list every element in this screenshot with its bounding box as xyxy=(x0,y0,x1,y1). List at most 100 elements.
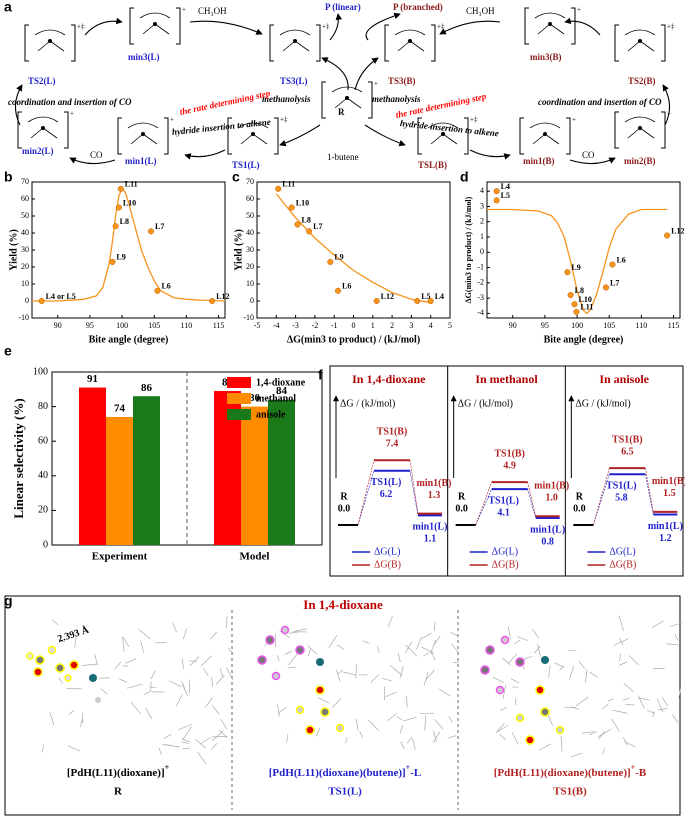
reagent-label: CO xyxy=(582,150,595,160)
bond xyxy=(423,652,430,657)
arrow xyxy=(189,20,263,35)
bond xyxy=(597,728,612,738)
atom xyxy=(64,674,72,682)
x-axis-label: Bite angle (degree) xyxy=(544,334,624,345)
bond xyxy=(140,640,144,653)
bond xyxy=(119,678,128,683)
point-label: L4 xyxy=(501,182,510,191)
atom xyxy=(485,645,495,655)
panel-frame xyxy=(329,365,684,577)
bond xyxy=(623,683,634,693)
bond xyxy=(295,628,307,632)
bond xyxy=(405,644,417,657)
point-label: L5 xyxy=(501,191,510,200)
atom xyxy=(500,635,510,645)
bond xyxy=(211,705,220,715)
legend-swatch xyxy=(227,377,251,388)
y-tick-label: 20 xyxy=(246,262,254,271)
atom xyxy=(295,705,305,715)
data-point xyxy=(209,297,216,305)
bond xyxy=(423,671,429,686)
bond xyxy=(661,697,669,707)
bond xyxy=(559,665,565,671)
x-tick-label: 1 xyxy=(371,321,375,330)
bond xyxy=(307,645,317,655)
legend-swatch xyxy=(227,393,251,404)
bracket xyxy=(384,24,436,62)
bond xyxy=(389,664,403,676)
formula: [PdH(L11)(dioxane)(butene)] xyxy=(269,767,406,779)
bond xyxy=(382,677,392,682)
ligand xyxy=(394,29,426,52)
value-label: 80 xyxy=(249,392,261,404)
charge: +‡ xyxy=(77,23,85,31)
bond xyxy=(175,694,183,707)
bond xyxy=(532,629,539,639)
metal-center xyxy=(141,132,145,136)
bond xyxy=(618,661,628,666)
connector xyxy=(409,470,419,516)
bond xyxy=(211,730,224,742)
formula: [PdH(L11)(dioxane)] xyxy=(67,767,165,779)
y-tick-label: 4 xyxy=(480,186,484,195)
molecules xyxy=(26,615,683,765)
charge: + xyxy=(70,110,74,118)
bond xyxy=(424,715,427,731)
point-label: L6 xyxy=(342,282,351,291)
bond xyxy=(619,653,621,662)
ligand xyxy=(331,86,363,109)
bond xyxy=(385,691,397,698)
data-point xyxy=(573,308,580,315)
state-label: min1(B) xyxy=(534,481,569,492)
atom xyxy=(265,635,275,645)
bond xyxy=(533,646,541,654)
bond xyxy=(406,736,413,744)
bond xyxy=(495,722,505,734)
bond xyxy=(202,667,209,676)
bond xyxy=(581,731,595,734)
bond xyxy=(637,695,645,709)
arrow xyxy=(184,149,226,160)
point-label: L9 xyxy=(116,253,125,262)
bond xyxy=(656,698,664,713)
bond xyxy=(125,658,137,664)
x-tick-label: 115 xyxy=(668,321,680,330)
bracket xyxy=(614,24,666,62)
bond xyxy=(80,718,83,728)
bond xyxy=(276,655,280,662)
arrow xyxy=(354,57,379,91)
data-point xyxy=(664,232,671,239)
data-point xyxy=(493,188,500,195)
bond xyxy=(612,709,628,714)
bond xyxy=(210,631,217,640)
y-tick-label: 100 xyxy=(33,366,48,377)
metal-center xyxy=(548,22,552,26)
point-label: L10 xyxy=(123,198,136,207)
point-label: L8 xyxy=(302,215,311,224)
bond xyxy=(74,635,77,648)
connector xyxy=(593,468,610,526)
connector xyxy=(357,460,375,526)
bond xyxy=(138,628,151,640)
panel-title: In 1,4-dioxane xyxy=(303,597,383,612)
ligand xyxy=(139,12,171,35)
state-label: R xyxy=(340,491,348,502)
bracket xyxy=(614,111,666,149)
bond xyxy=(652,620,664,628)
x-tick-label: 100 xyxy=(571,321,583,330)
bond xyxy=(666,643,679,646)
bracket xyxy=(321,81,373,119)
state-label: TS1(B) xyxy=(612,434,643,445)
y-tick-label: 50 xyxy=(246,211,254,220)
bond xyxy=(182,628,188,640)
y-tick-label: 1 xyxy=(480,232,484,241)
panel-title: In 1,4-dioxane xyxy=(352,372,426,386)
panel-title: In anisole xyxy=(599,372,649,386)
caption-name: R xyxy=(114,786,123,798)
arrow xyxy=(14,84,23,126)
point-label: L12 xyxy=(216,292,229,301)
x-tick-label: 2 xyxy=(390,321,394,330)
charge: + xyxy=(406,763,411,772)
bond xyxy=(182,726,192,741)
bond xyxy=(114,661,122,670)
